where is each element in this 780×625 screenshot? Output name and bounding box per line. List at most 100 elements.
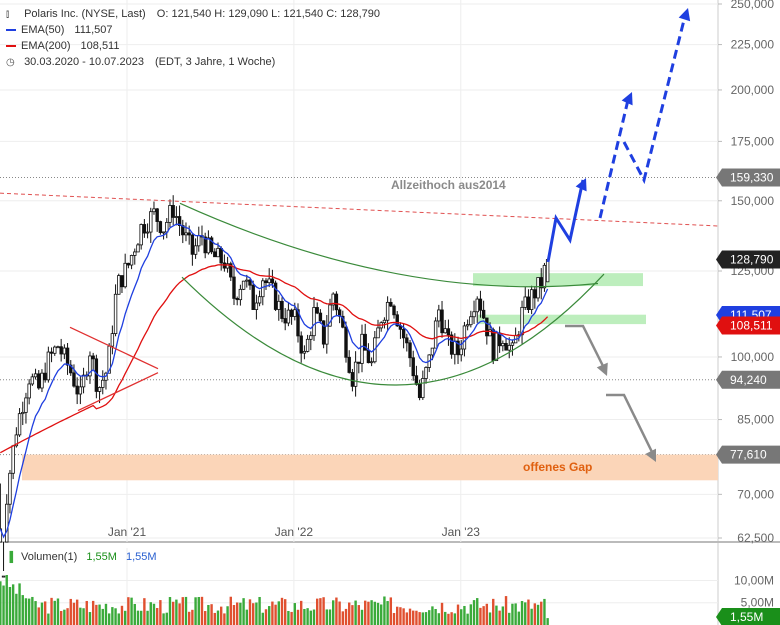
candle-body <box>190 234 195 255</box>
volume-bar <box>530 608 533 625</box>
clock-icon: ◷ <box>6 57 15 68</box>
candle-body <box>334 293 339 311</box>
candle-body <box>232 276 236 299</box>
candle-body <box>235 297 239 301</box>
candle-body <box>171 205 175 218</box>
price-tag: 108,511 <box>716 316 780 335</box>
candle-body <box>456 340 460 356</box>
forecast-up-dashed-2-head <box>678 8 691 22</box>
volume-bar <box>267 606 271 625</box>
annotation-all-time-high: Allzeithoch aus2014 <box>391 178 506 192</box>
ema50-label: EMA(50) <box>21 24 65 36</box>
y-tick-label: 100,000 <box>731 350 775 364</box>
volume-bar <box>280 597 284 625</box>
volume-bar <box>300 600 303 625</box>
candle-body <box>465 324 470 327</box>
price-tag-bg <box>716 370 780 389</box>
candle-body <box>152 208 156 213</box>
volume-bar <box>303 608 306 625</box>
candle-body <box>443 328 447 334</box>
volume-bar <box>8 587 12 625</box>
candle-body <box>219 247 223 264</box>
volume-bar <box>34 601 37 625</box>
candle-body <box>216 247 220 258</box>
candle-body <box>27 383 31 399</box>
volume-bar <box>101 608 104 625</box>
volume-bar <box>338 601 341 625</box>
candle-body <box>264 280 268 284</box>
candle-body <box>430 347 435 356</box>
volume-bar <box>520 601 524 625</box>
volume-bar <box>127 597 130 625</box>
candle-body <box>424 367 428 379</box>
candle-body <box>529 289 534 310</box>
price-tag-bg <box>716 608 780 625</box>
volume-bar <box>0 581 2 625</box>
candle-body <box>481 309 486 319</box>
candle-body <box>177 216 182 226</box>
candle-body <box>507 344 511 351</box>
candle-body <box>385 301 390 321</box>
volume-bar <box>168 597 172 625</box>
y-tick-label: 150,000 <box>731 194 775 208</box>
candle-body <box>488 329 492 337</box>
open-gap-zone <box>22 454 718 481</box>
candle-body <box>126 262 131 266</box>
volume-bar <box>181 597 184 625</box>
volume-bar <box>200 596 204 625</box>
candle-body <box>392 305 396 316</box>
volume-bar <box>328 609 332 625</box>
candlestick-icon: ⫾ <box>6 9 10 20</box>
ema50-swatch <box>6 29 16 32</box>
candle-body <box>40 372 44 389</box>
chart-title: Polaris Inc. (NYSE, Last) <box>24 8 146 20</box>
volume-bar <box>162 613 165 625</box>
volume-bar <box>235 602 239 625</box>
volume-bar <box>175 599 178 625</box>
volume-bar <box>351 605 354 625</box>
price-tag: 159,330 <box>716 168 780 187</box>
candle-body <box>158 221 163 233</box>
y-tick-label: 200,000 <box>731 83 775 97</box>
volume-bar <box>453 613 457 625</box>
candle-body <box>197 235 201 247</box>
candle-body <box>526 296 531 310</box>
volume-bar <box>171 601 175 625</box>
forecast-up-solid <box>546 179 585 263</box>
ema200-swatch <box>6 45 16 48</box>
y-tick-label: 62,500 <box>737 531 774 545</box>
volume-bar <box>322 597 325 625</box>
candle-body <box>133 251 137 256</box>
volume-bar <box>431 606 434 625</box>
volume-bar <box>396 606 399 625</box>
vol-tick-label: 5,00M <box>741 596 774 610</box>
candle-body <box>283 318 287 324</box>
candle-body <box>376 327 380 339</box>
volume-bar <box>447 613 450 625</box>
volume-bar <box>152 603 156 625</box>
volume-bars <box>0 574 549 625</box>
ohlc-values: O: 121,540 H: 129,090 L: 121,540 C: 128,… <box>156 8 381 20</box>
annotation-open-gap: offenes Gap <box>523 460 592 474</box>
volume-bar <box>277 601 280 625</box>
candle-body <box>206 237 211 254</box>
candle-body <box>469 316 473 326</box>
volume-bar <box>43 601 47 625</box>
volume-bar <box>274 604 277 625</box>
candle-body <box>129 255 134 266</box>
volume-bar <box>37 607 40 625</box>
volume-bar <box>130 597 133 625</box>
volume-bar <box>476 598 479 625</box>
volume-bar <box>123 610 127 625</box>
volume-bar <box>428 610 431 625</box>
volume-bar <box>437 613 441 625</box>
support-zone-lower <box>478 314 646 325</box>
forecast-down-2 <box>606 393 654 453</box>
candle-body <box>209 237 214 253</box>
volume-bar <box>283 599 287 625</box>
volume-bar <box>2 585 5 625</box>
volume-bar <box>18 583 21 625</box>
volume-bar <box>296 609 300 625</box>
candle-body <box>168 205 172 223</box>
candle-body <box>65 347 70 366</box>
